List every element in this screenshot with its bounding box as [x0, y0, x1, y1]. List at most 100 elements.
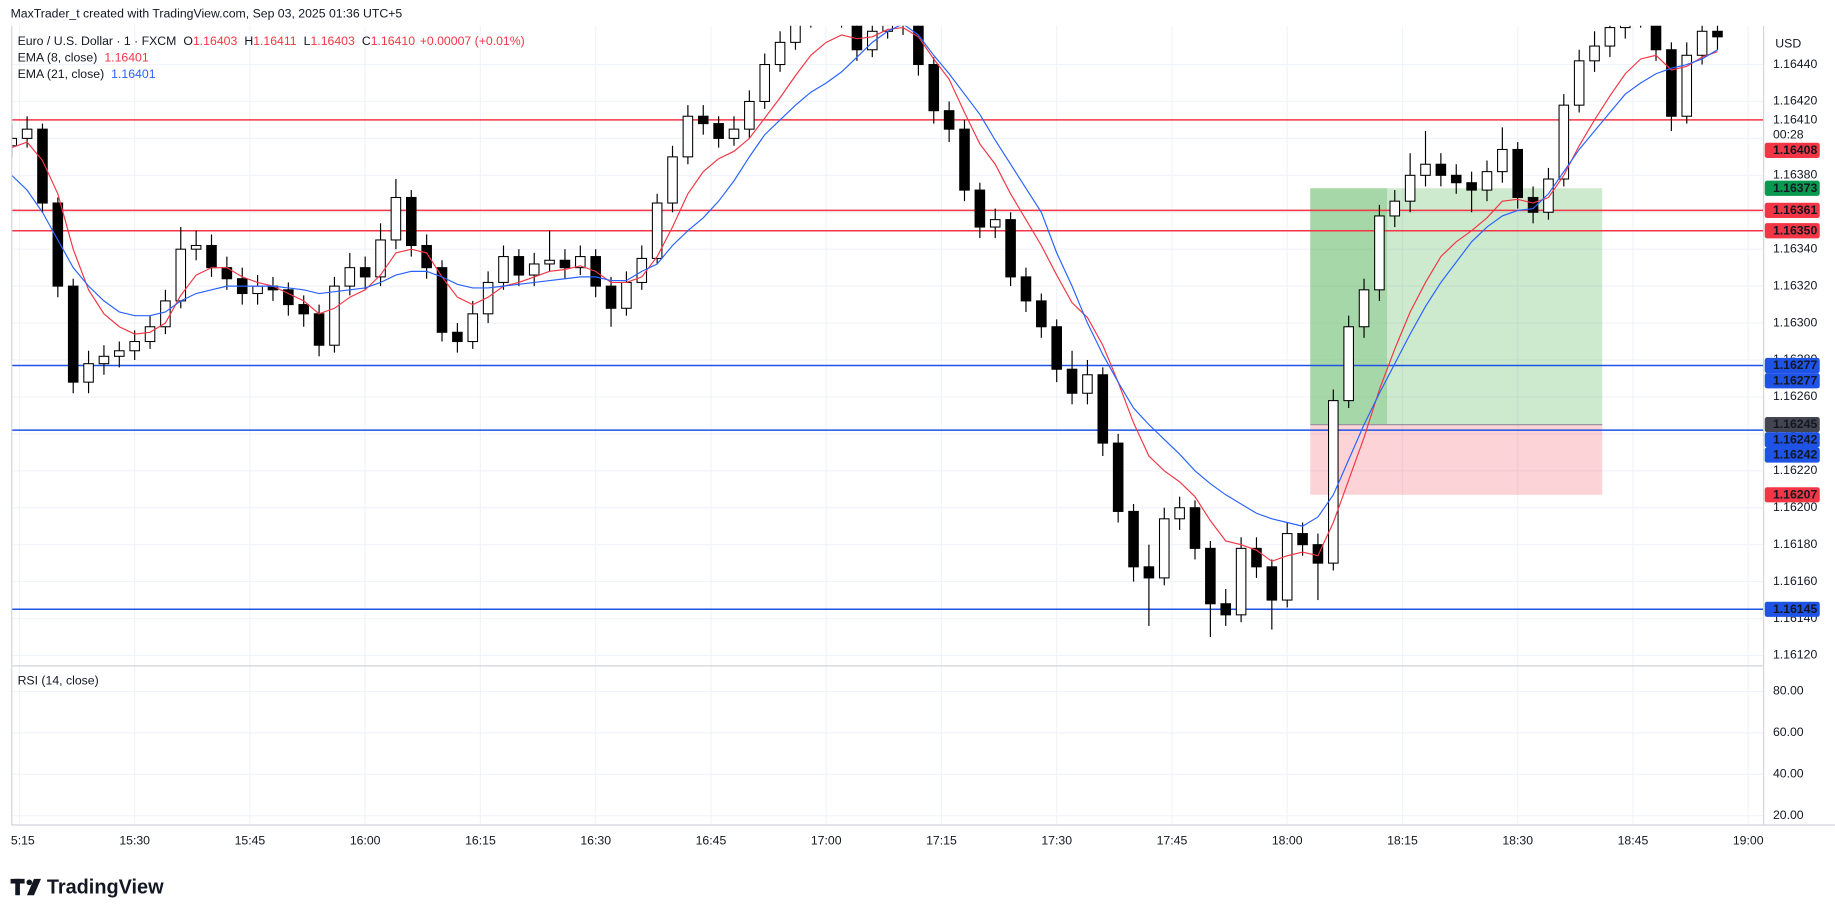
y-tick-label: 1.16340	[1773, 241, 1818, 255]
candle-body	[1527, 196, 1539, 213]
candle-body	[1066, 368, 1078, 394]
candle-body	[1681, 54, 1693, 117]
candle-body	[575, 256, 586, 269]
candle-body	[1220, 603, 1232, 616]
candle-body	[1404, 174, 1416, 202]
candle-body	[667, 156, 678, 204]
candle-body	[697, 115, 709, 125]
price-label: 1.16207	[1773, 487, 1818, 501]
candle-body	[467, 313, 479, 343]
candle-body	[37, 128, 48, 204]
price-label-box	[1764, 202, 1820, 219]
candle-body	[1158, 518, 1170, 579]
candle-body	[405, 196, 417, 247]
candle-body	[252, 285, 263, 295]
x-tick-label: 18:30	[1502, 834, 1533, 848]
ohlc-letter: O	[183, 34, 193, 48]
currency: USD	[1775, 37, 1801, 51]
candle-body	[1235, 547, 1247, 616]
candle-body	[329, 285, 340, 346]
candle-body	[67, 285, 79, 383]
candle-body	[1666, 49, 1677, 117]
candle-body	[513, 256, 525, 276]
price-pane	[11, 25, 1764, 637]
candle-body	[1051, 326, 1062, 370]
candle-body	[1082, 374, 1093, 394]
candle-body	[1466, 182, 1477, 191]
logo-slash	[26, 878, 41, 896]
price-label-box	[1764, 142, 1820, 158]
y-tick-label: 1.16260	[1773, 389, 1818, 403]
candle-body	[344, 267, 356, 287]
candle-body	[559, 259, 571, 269]
candle-body	[1281, 533, 1293, 601]
countdown: 00:28	[1773, 127, 1804, 141]
candle-body	[390, 196, 402, 241]
price-label-box	[1764, 417, 1820, 433]
candle-body	[175, 248, 187, 302]
candle-body	[744, 100, 755, 130]
candle-body	[1512, 148, 1524, 199]
candle-body	[1619, 25, 1631, 29]
y-tick-label: 1.16200	[1773, 500, 1818, 514]
candle-body	[114, 350, 125, 357]
y-tick-label: 1.16160	[1773, 574, 1818, 588]
candle-body	[1358, 289, 1370, 328]
position-stop-zone	[1310, 424, 1603, 495]
candle-body	[1589, 45, 1600, 62]
x-tick-label: 19:00	[1733, 834, 1764, 848]
candle-body	[544, 259, 555, 265]
x-tick-label: 16:30	[580, 834, 611, 848]
x-tick-label: 17:30	[1041, 834, 1072, 848]
candle-body	[774, 41, 786, 66]
candle-body	[144, 326, 156, 343]
candle-body	[298, 304, 309, 315]
rsi-tick-label: 60.00	[1773, 725, 1804, 739]
y-tick-label: 1.16320	[1773, 278, 1818, 292]
candle-body	[98, 355, 110, 365]
price-label: 1.16410	[1773, 113, 1818, 127]
candle-body	[1450, 174, 1462, 184]
price-label-box	[1764, 447, 1820, 463]
candle-body	[452, 331, 463, 343]
candle-body	[1650, 25, 1662, 51]
price-label-box	[1764, 487, 1820, 503]
candle-body	[11, 137, 18, 147]
ohlc-value: 1.16403	[193, 34, 238, 48]
candle-body	[851, 25, 863, 51]
change: +0.00007 (+0.01%)	[420, 34, 525, 48]
y-tick-label: 1.16380	[1773, 168, 1818, 182]
candle-body	[867, 30, 878, 51]
ohlc-value: 1.16410	[371, 34, 416, 48]
x-tick-label: 15:45	[235, 834, 266, 848]
candle-body	[682, 115, 694, 158]
candle-body	[1328, 400, 1339, 564]
x-tick-label: 17:15	[926, 834, 957, 848]
price-label: 1.16408	[1773, 143, 1818, 157]
logo-stem	[15, 878, 20, 896]
candle-body	[1389, 200, 1401, 217]
candle-body	[21, 128, 33, 139]
candle-body	[1712, 30, 1723, 38]
ohlc-value: 1.16403	[310, 34, 355, 48]
ema-line	[11, 26, 1718, 562]
candle-body	[1174, 507, 1185, 520]
candle-body	[421, 244, 432, 269]
candle-body	[1205, 547, 1216, 605]
attribution: MaxTrader_t created with TradingView.com…	[11, 6, 403, 20]
price-label-box	[1764, 223, 1820, 239]
rsi-tick-label: 20.00	[1773, 808, 1804, 822]
candle-body	[989, 219, 1001, 228]
y-tick-label: 1.16120	[1773, 648, 1818, 662]
y-tick-label: 1.16220	[1773, 463, 1818, 477]
price-label: 1.16242	[1773, 448, 1818, 462]
x-tick-label: 16:15	[465, 834, 496, 848]
symbol-legend: Euro / U.S. Dollar · 1 · FXCM O1.16403 H1.…	[18, 34, 525, 48]
candle-body	[1020, 276, 1032, 302]
candle-body	[651, 202, 663, 259]
indicator-value: 1.16401	[104, 51, 149, 65]
brand: TradingView	[47, 876, 164, 898]
candle-body	[283, 289, 294, 306]
candle-body	[1251, 547, 1262, 568]
